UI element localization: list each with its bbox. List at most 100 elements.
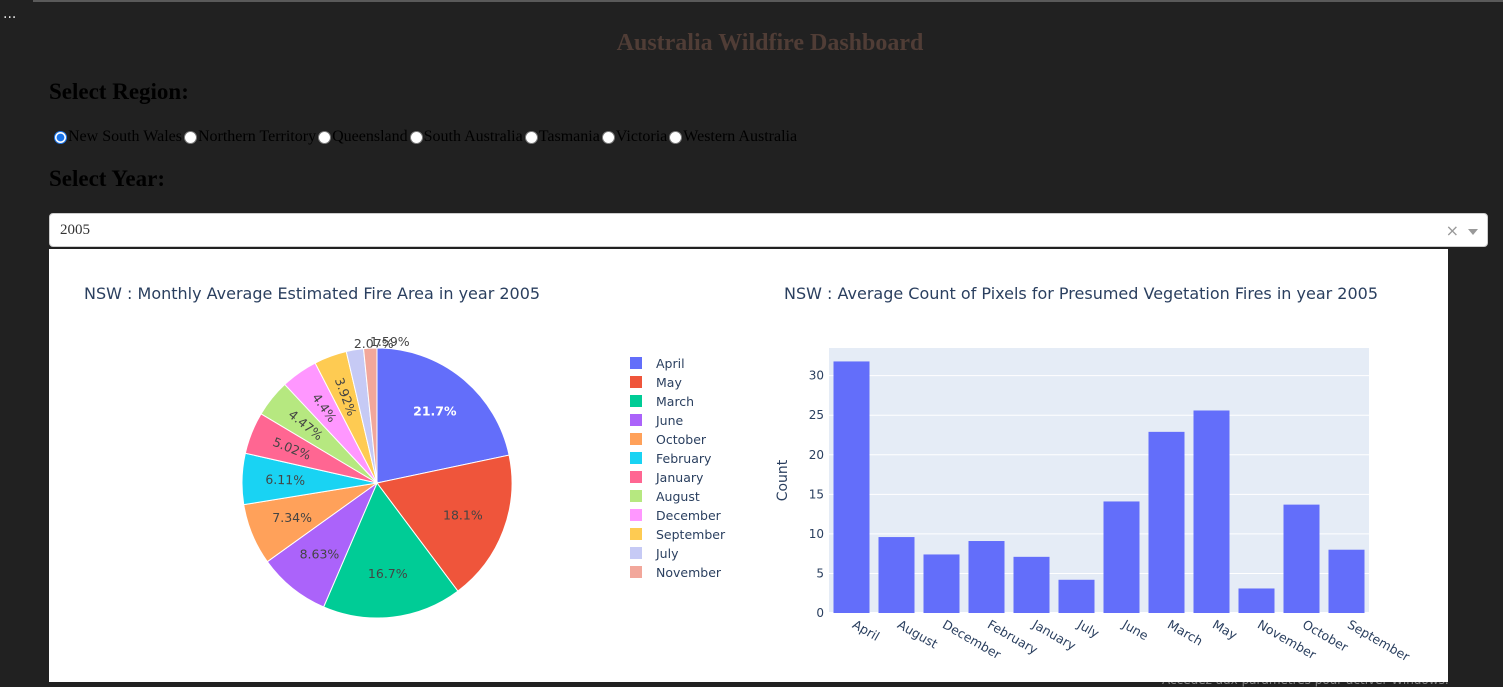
- pie-label-february: 6.11%: [265, 472, 305, 488]
- legend-label-february[interactable]: February: [656, 451, 712, 466]
- region-option-western-australia[interactable]: Western Australia: [667, 128, 797, 146]
- region-radio-queensland[interactable]: [318, 130, 332, 144]
- x-tick-august: August: [895, 617, 940, 652]
- pie-label-april: 21.7%: [413, 404, 457, 419]
- x-tick-june: June: [1119, 616, 1151, 643]
- y-tick-label: 25: [809, 408, 824, 422]
- legend-swatch-april[interactable]: [630, 357, 642, 369]
- pie-label-march: 16.7%: [368, 566, 408, 581]
- legend-label-january[interactable]: January: [655, 470, 704, 485]
- region-option-label: Victoria: [615, 128, 668, 145]
- legend-label-april[interactable]: April: [656, 356, 685, 371]
- ellipsis-menu[interactable]: ...: [3, 6, 17, 22]
- legend-swatch-october[interactable]: [630, 433, 642, 445]
- plot-area: [829, 348, 1369, 613]
- year-dropdown[interactable]: 2005 ×: [49, 213, 1488, 247]
- region-radio-northern-territory[interactable]: [183, 130, 197, 144]
- y-tick-label: 15: [809, 487, 824, 501]
- region-option-victoria[interactable]: Victoria: [600, 128, 667, 146]
- region-option-label: New South Wales: [68, 128, 182, 145]
- x-tick-september: September: [1345, 617, 1413, 665]
- legend-label-december[interactable]: December: [656, 508, 722, 523]
- bar-chart: NSW : Average Count of Pixels for Presum…: [775, 284, 1413, 665]
- year-dropdown-value: 2005: [60, 222, 90, 238]
- bar-may[interactable]: [1193, 410, 1230, 613]
- bar-october[interactable]: [1283, 504, 1320, 613]
- pie-chart: NSW : Monthly Average Estimated Fire Are…: [84, 284, 726, 619]
- legend-label-september[interactable]: September: [656, 527, 726, 542]
- legend-label-october[interactable]: October: [656, 432, 707, 447]
- region-option-label: Tasmania: [538, 128, 600, 145]
- y-tick-label: 0: [816, 606, 824, 620]
- legend-swatch-june[interactable]: [630, 414, 642, 426]
- region-option-south-australia[interactable]: South Australia: [408, 128, 523, 146]
- top-border: [33, 0, 1503, 2]
- bar-april[interactable]: [833, 361, 870, 613]
- legend-label-june[interactable]: June: [655, 413, 684, 428]
- y-tick-label: 5: [816, 566, 824, 580]
- clear-icon[interactable]: ×: [1445, 221, 1459, 240]
- pie-label-october: 7.34%: [272, 510, 312, 525]
- bar-march[interactable]: [1148, 431, 1185, 613]
- bar-chart-title: NSW : Average Count of Pixels for Presum…: [784, 284, 1378, 303]
- bar-february[interactable]: [968, 541, 1005, 613]
- pie-label-june: 8.63%: [300, 547, 340, 562]
- select-region-label: Select Region:: [49, 79, 189, 104]
- region-option-label: South Australia: [423, 128, 523, 145]
- legend-swatch-february[interactable]: [630, 452, 642, 464]
- bar-july[interactable]: [1058, 579, 1095, 613]
- legend-swatch-may[interactable]: [630, 376, 642, 388]
- y-axis-label: Count: [775, 459, 791, 501]
- legend-label-march[interactable]: March: [656, 394, 694, 409]
- bar-december[interactable]: [923, 554, 960, 613]
- pie-label-may: 18.1%: [443, 507, 483, 522]
- pie-slice-march[interactable]: [322, 482, 459, 619]
- legend-swatch-november[interactable]: [630, 566, 642, 578]
- pie-label-november: 1.59%: [370, 334, 410, 349]
- y-tick-label: 20: [809, 448, 824, 462]
- pie-slice-may[interactable]: [376, 454, 513, 592]
- pie-chart-title: NSW : Monthly Average Estimated Fire Are…: [84, 284, 540, 303]
- region-option-queensland[interactable]: Queensland: [316, 128, 408, 146]
- x-tick-july: July: [1074, 616, 1102, 641]
- legend-swatch-january[interactable]: [630, 471, 642, 483]
- graphs-container: NSW : Monthly Average Estimated Fire Are…: [49, 249, 1448, 682]
- bar-june[interactable]: [1103, 501, 1140, 613]
- region-option-tasmania[interactable]: Tasmania: [523, 128, 600, 146]
- pie-slice-april[interactable]: [376, 347, 510, 484]
- x-tick-march: March: [1165, 617, 1206, 649]
- region-radio-group: New South Wales Northern Territory Queen…: [52, 127, 797, 147]
- bar-august[interactable]: [878, 537, 915, 613]
- y-tick-label: 30: [809, 369, 824, 383]
- legend-swatch-july[interactable]: [630, 547, 642, 559]
- legend-label-july[interactable]: July: [655, 546, 679, 561]
- bar-september[interactable]: [1328, 549, 1365, 613]
- region-option-label: Western Australia: [683, 128, 798, 145]
- bar-january[interactable]: [1013, 556, 1050, 613]
- region-radio-south-australia[interactable]: [409, 130, 423, 144]
- legend-label-august[interactable]: August: [656, 489, 700, 504]
- region-radio-victoria[interactable]: [601, 130, 615, 144]
- x-tick-april: April: [850, 617, 882, 644]
- bar-november[interactable]: [1238, 588, 1275, 613]
- region-option-new-south-wales[interactable]: New South Wales: [52, 128, 182, 146]
- legend-swatch-december[interactable]: [630, 509, 642, 521]
- region-radio-new-south-wales[interactable]: [54, 130, 67, 144]
- region-option-northern-territory[interactable]: Northern Territory: [182, 128, 316, 146]
- region-radio-tasmania[interactable]: [524, 130, 538, 144]
- region-option-label: Queensland: [332, 128, 408, 145]
- chevron-down-icon[interactable]: [1468, 229, 1478, 235]
- legend-label-november[interactable]: November: [656, 565, 722, 580]
- legend-swatch-september[interactable]: [630, 528, 642, 540]
- select-year-label: Select Year:: [49, 166, 165, 191]
- pie-label-july: 2.07%: [354, 336, 394, 351]
- legend-label-may[interactable]: May: [656, 375, 682, 390]
- dashboard-title: Australia Wildfire Dashboard: [616, 30, 924, 56]
- y-tick-label: 10: [809, 527, 824, 541]
- x-tick-may: May: [1210, 617, 1240, 643]
- legend-swatch-march[interactable]: [630, 395, 642, 407]
- region-radio-western-australia[interactable]: [669, 130, 683, 144]
- region-option-label: Northern Territory: [197, 128, 317, 145]
- legend-swatch-august[interactable]: [630, 490, 642, 502]
- pie-slice-november[interactable]: [362, 347, 378, 484]
